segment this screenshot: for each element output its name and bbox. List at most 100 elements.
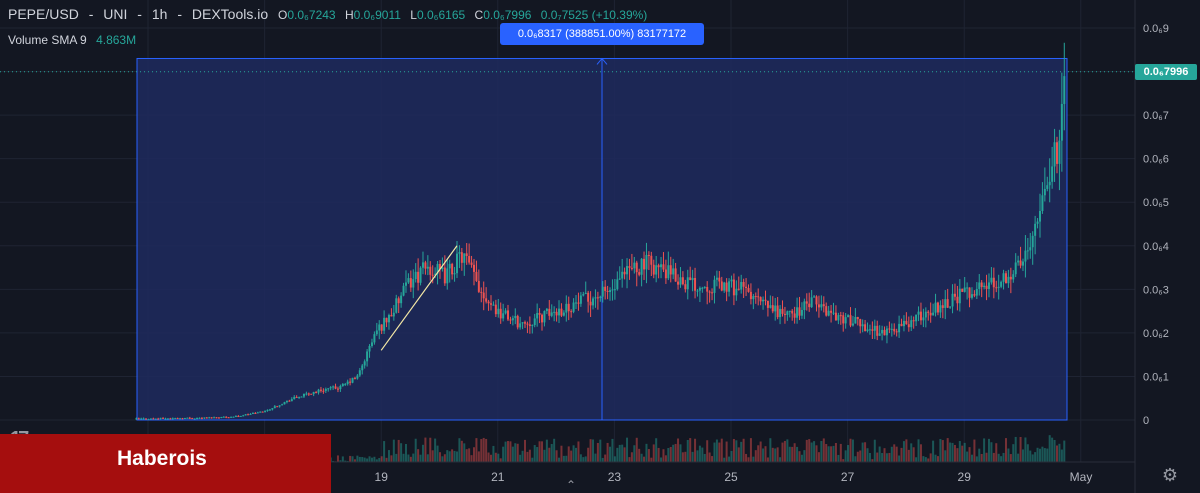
- volume-bar: [640, 453, 643, 462]
- candle-body: [742, 281, 745, 287]
- volume-bar: [842, 459, 845, 462]
- candle-body: [856, 316, 859, 320]
- chart-header: PEPE/USD - UNI - 1h - DEXTools.io O0.0₆7…: [8, 6, 659, 22]
- candle-body: [412, 279, 415, 288]
- volume-bar: [548, 447, 551, 462]
- candle-body: [424, 262, 427, 269]
- timeframe-label: 1h: [151, 6, 168, 22]
- volume-bar: [504, 441, 507, 462]
- candle-body: [861, 324, 864, 327]
- volume-bar: [579, 454, 582, 462]
- volume-bar: [412, 453, 415, 462]
- candle-body: [378, 324, 381, 331]
- candle-body: [810, 297, 813, 308]
- volume-bar: [779, 457, 782, 462]
- candle-body: [300, 396, 303, 398]
- candle-body: [713, 279, 716, 293]
- candle-body: [261, 411, 264, 413]
- candle-body: [489, 303, 492, 305]
- candle-body: [526, 323, 529, 325]
- candle-body: [623, 271, 626, 275]
- candle-body: [927, 311, 930, 313]
- candle-body: [854, 316, 857, 324]
- candle-body: [553, 311, 556, 313]
- volume-bar: [915, 457, 918, 462]
- candle-body: [227, 417, 230, 419]
- volume-bar: [1017, 453, 1020, 462]
- candle-body: [1034, 223, 1037, 236]
- volume-bar: [771, 447, 774, 462]
- candle-body: [915, 314, 918, 322]
- candle-body: [849, 315, 852, 326]
- candle-body: [225, 416, 228, 418]
- volume-bar: [463, 443, 466, 462]
- candle-body: [830, 310, 833, 313]
- volume-bar: [883, 448, 886, 462]
- volume-bar: [604, 454, 607, 462]
- candle-body: [249, 413, 252, 415]
- candle-body: [674, 268, 677, 282]
- candle-body: [995, 287, 998, 289]
- volume-bar: [701, 447, 704, 462]
- candle-body: [577, 302, 580, 304]
- candle-body: [234, 416, 237, 418]
- scroll-up-arrow-icon[interactable]: ⌃: [566, 478, 577, 492]
- candle-body: [640, 258, 643, 275]
- candle-body: [832, 312, 835, 314]
- watermark-band: [0, 434, 331, 493]
- candle-body: [448, 263, 451, 269]
- candle-body: [706, 286, 709, 292]
- candle-body: [1002, 273, 1005, 282]
- volume-bar: [538, 441, 541, 462]
- volume-bar: [596, 442, 599, 462]
- candle-body: [298, 397, 301, 399]
- volume-bar: [638, 448, 641, 462]
- candle-body: [278, 405, 281, 407]
- candle-body: [771, 305, 774, 312]
- volume-bar: [465, 449, 468, 462]
- volume-bar: [953, 444, 956, 462]
- volume-bar: [392, 439, 395, 462]
- candle-body: [973, 294, 976, 296]
- candle-body: [878, 333, 881, 336]
- volume-bar: [611, 438, 614, 462]
- candle-body: [373, 334, 376, 343]
- volume-bar: [1046, 448, 1049, 462]
- candle-body: [555, 311, 558, 316]
- gear-icon[interactable]: ⚙: [1161, 465, 1179, 485]
- candle-body: [463, 253, 466, 263]
- candle-body: [694, 278, 697, 291]
- candle-body: [740, 281, 743, 290]
- volume-bar: [820, 440, 823, 462]
- candle-body: [907, 324, 910, 328]
- volume-bar: [502, 446, 505, 462]
- candle-body: [273, 406, 276, 409]
- candle-body: [514, 315, 517, 319]
- volume-bar: [966, 451, 969, 462]
- volume-bar: [725, 441, 728, 462]
- candle-body: [968, 287, 971, 298]
- volume-bar: [378, 458, 381, 462]
- volume-bar: [1038, 448, 1041, 462]
- volume-bar: [900, 447, 903, 462]
- candle-body: [844, 317, 847, 324]
- candle-body: [764, 299, 767, 301]
- volume-bar: [817, 452, 820, 462]
- volume-bar: [672, 444, 675, 462]
- volume-bar: [762, 448, 765, 462]
- volume-bar: [715, 439, 718, 462]
- volume-bar: [749, 438, 752, 462]
- candle-body: [1014, 262, 1017, 275]
- candle-body: [283, 402, 286, 405]
- volume-bar: [856, 451, 859, 462]
- candle-body: [1043, 188, 1046, 196]
- candle-body: [453, 273, 456, 275]
- volume-bar: [941, 440, 944, 462]
- candle-body: [626, 266, 629, 275]
- candle-body: [677, 281, 680, 285]
- volume-bar: [363, 457, 366, 462]
- volume-bar: [421, 444, 424, 462]
- candle-body: [630, 267, 633, 269]
- volume-bar: [652, 444, 655, 462]
